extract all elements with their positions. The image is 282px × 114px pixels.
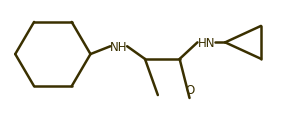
Text: NH: NH: [109, 40, 127, 53]
Text: O: O: [185, 83, 194, 96]
Text: HN: HN: [198, 36, 215, 49]
